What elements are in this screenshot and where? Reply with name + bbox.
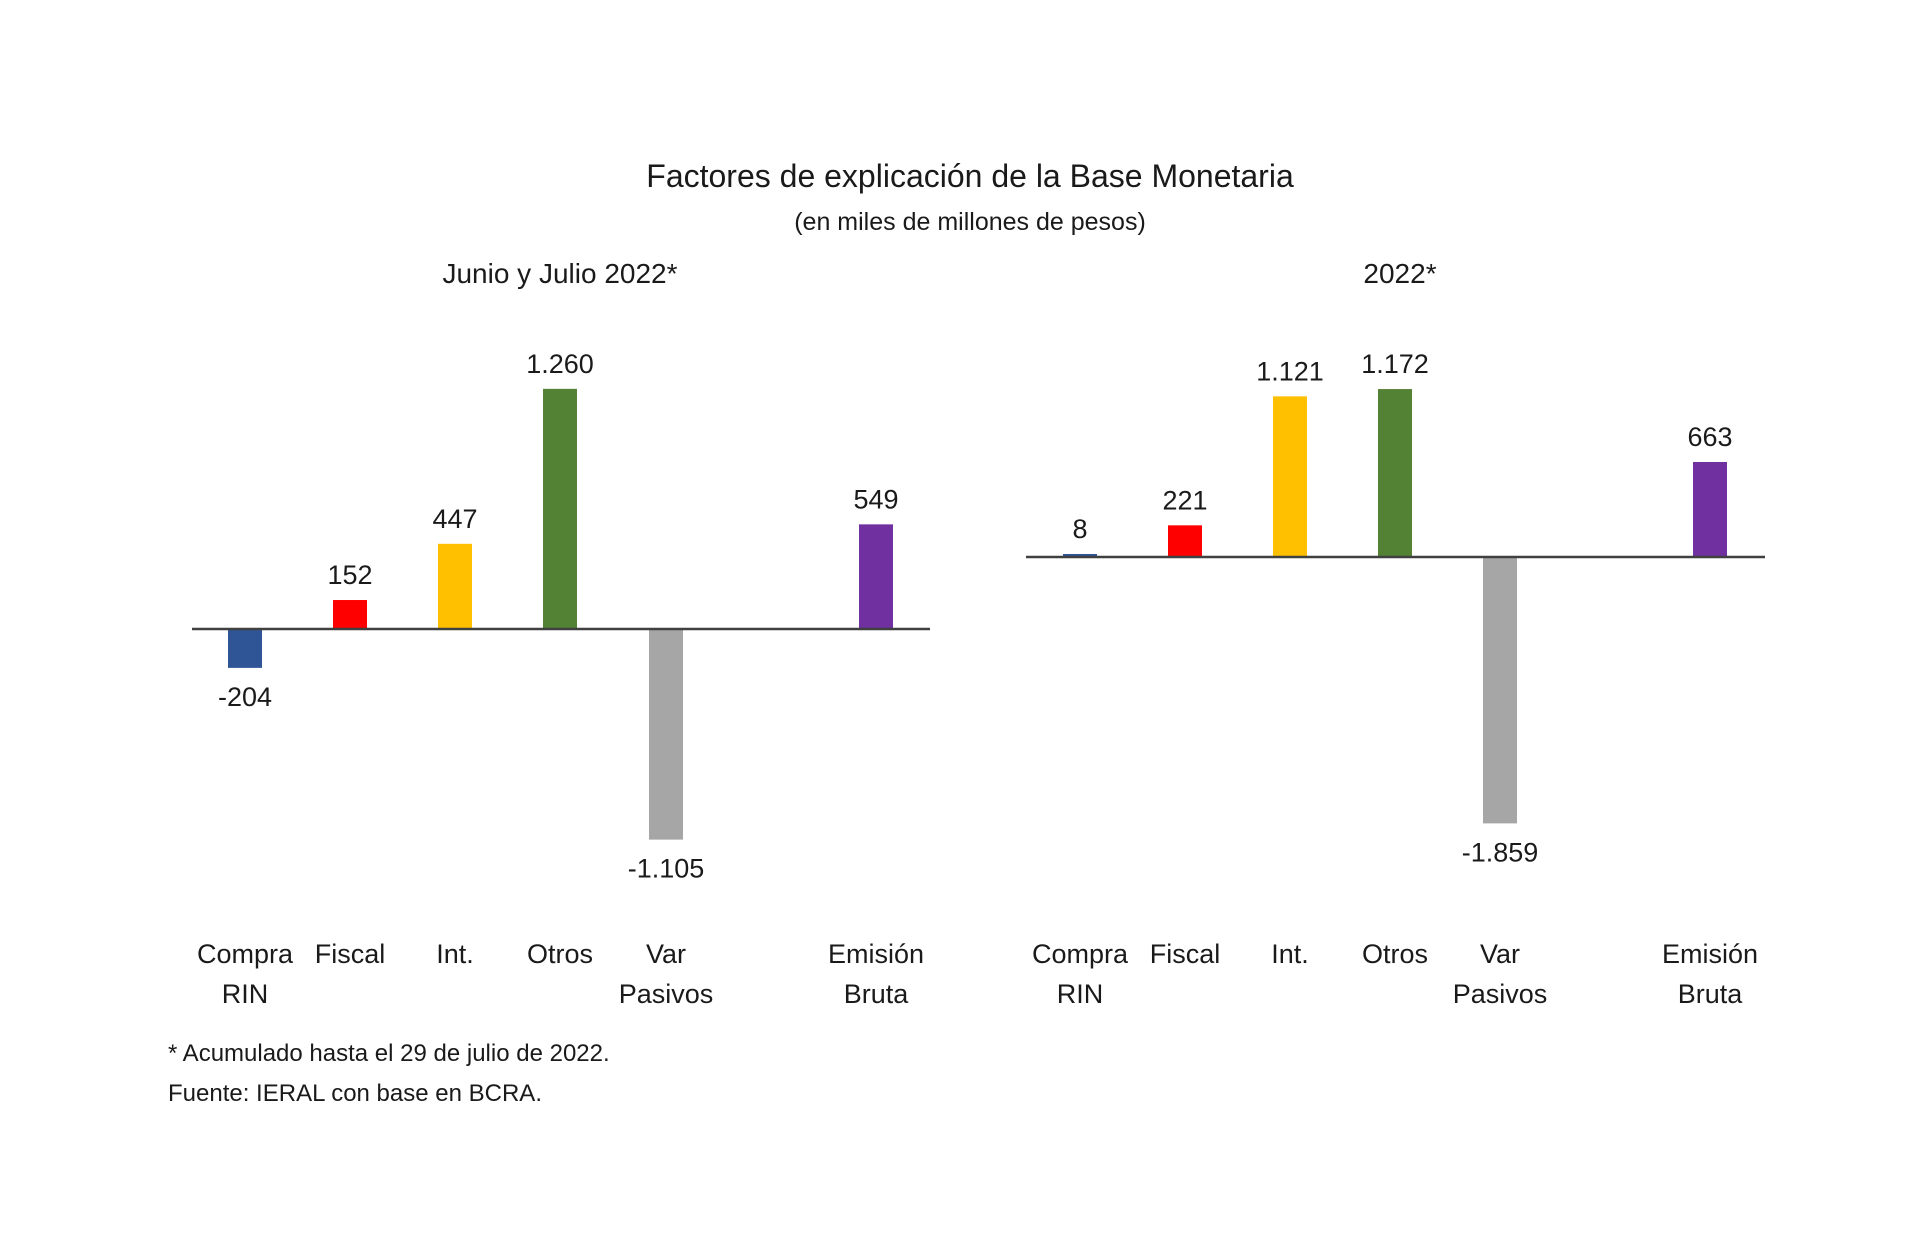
- right-category-label-5-1: Bruta: [1678, 979, 1744, 1009]
- left-category-label-5-1: Bruta: [844, 979, 910, 1009]
- chart-subtitle: (en miles de millones de pesos): [794, 208, 1146, 236]
- left-bar-0: [228, 629, 262, 668]
- left-category-label-0-1: RIN: [222, 979, 269, 1009]
- panel-title-left: Junio y Julio 2022*: [442, 258, 678, 289]
- right-value-label-1: 221: [1162, 485, 1207, 515]
- left-category-label-3-0: Otros: [527, 939, 593, 969]
- right-category-label-4-1: Pasivos: [1453, 979, 1548, 1009]
- left-bar-4: [649, 629, 683, 840]
- right-category-label-4-0: Var: [1480, 939, 1520, 969]
- right-category-label-0-1: RIN: [1057, 979, 1104, 1009]
- left-bar-2: [438, 543, 472, 629]
- footnote-accumulated: * Acumulado hasta el 29 de julio de 2022…: [168, 1040, 610, 1067]
- right-bar-5: [1693, 461, 1727, 557]
- right-bar-3: [1378, 389, 1412, 557]
- right-value-label-2: 1.121: [1256, 356, 1324, 386]
- right-bar-2: [1273, 396, 1307, 557]
- footnote-source: Fuente: IERAL con base en BCRA.: [168, 1080, 542, 1107]
- left-category-label-4-1: Pasivos: [619, 979, 714, 1009]
- right-bar-4: [1483, 557, 1517, 824]
- left-value-label-5: 549: [853, 484, 898, 514]
- left-category-label-5-0: Emisión: [828, 939, 924, 969]
- left-value-label-4: -1.105: [628, 854, 705, 884]
- left-category-label-0-0: Compra: [197, 939, 294, 969]
- panel-title-right: 2022*: [1363, 258, 1437, 289]
- left-bar-5: [859, 524, 893, 629]
- left-value-label-2: 447: [432, 504, 477, 534]
- left-value-label-1: 152: [327, 560, 372, 590]
- left-bar-3: [543, 388, 577, 629]
- right-category-label-2-0: Int.: [1271, 939, 1309, 969]
- chart-main-title: Factores de explicación de la Base Monet…: [646, 158, 1294, 194]
- right-category-label-5-0: Emisión: [1662, 939, 1758, 969]
- right-value-label-3: 1.172: [1361, 349, 1429, 379]
- right-bar-0: [1063, 554, 1097, 557]
- right-bar-1: [1168, 525, 1202, 557]
- left-category-label-4-0: Var: [646, 939, 686, 969]
- right-category-label-0-0: Compra: [1032, 939, 1129, 969]
- right-value-label-0: 8: [1072, 514, 1087, 544]
- right-value-label-4: -1.859: [1462, 837, 1539, 867]
- right-value-label-5: 663: [1687, 422, 1732, 452]
- left-category-label-2-0: Int.: [436, 939, 474, 969]
- left-category-label-1-0: Fiscal: [315, 939, 386, 969]
- right-category-label-1-0: Fiscal: [1150, 939, 1221, 969]
- left-value-label-3: 1.260: [526, 349, 594, 379]
- left-bar-1: [333, 600, 367, 629]
- right-category-label-3-0: Otros: [1362, 939, 1428, 969]
- left-value-label-0: -204: [218, 682, 272, 712]
